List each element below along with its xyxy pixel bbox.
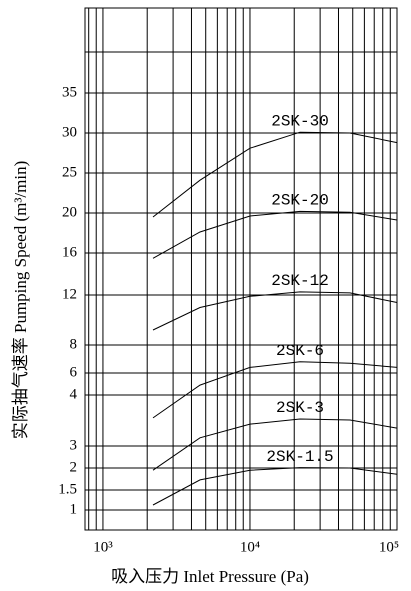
curve [152, 131, 398, 218]
curve [152, 467, 398, 506]
series-label: 2SK-12 [271, 272, 329, 290]
y-tick-label: 6 [70, 364, 78, 380]
series-label: 2SK-3 [276, 399, 324, 417]
y-tick-label: 12 [62, 286, 77, 302]
y-axis-label: 实际抽气速率 Pumping Speed (m³/min) [11, 161, 30, 440]
series-label: 2SK-20 [271, 192, 329, 210]
x-tick-label: 10³ [93, 539, 113, 555]
y-tick-label: 25 [62, 164, 77, 180]
series-label: 2SK-30 [271, 112, 329, 130]
y-tick-label: 1 [70, 501, 78, 517]
y-tick-label: 4 [70, 386, 78, 402]
y-tick-label: 2 [70, 459, 78, 475]
x-axis-label: 吸入压力 Inlet Pressure (Pa) [111, 567, 309, 586]
y-tick-label: 35 [62, 84, 77, 100]
curve [152, 418, 398, 471]
series-label: 2SK-6 [276, 342, 324, 360]
curve [152, 210, 398, 259]
y-tick-label: 1.5 [58, 481, 77, 497]
y-tick-label: 16 [62, 244, 78, 260]
y-tick-label: 8 [70, 336, 78, 352]
curve [152, 291, 398, 331]
y-tick-label: 30 [62, 124, 77, 140]
curve [152, 361, 398, 419]
x-tick-label: 10⁵ [379, 539, 399, 555]
y-tick-label: 3 [70, 437, 78, 453]
y-tick-label: 20 [62, 204, 77, 220]
plot-frame [84, 7, 398, 531]
x-tick-label: 10⁴ [240, 539, 260, 555]
series-label: 2SK-1.5 [266, 448, 333, 466]
